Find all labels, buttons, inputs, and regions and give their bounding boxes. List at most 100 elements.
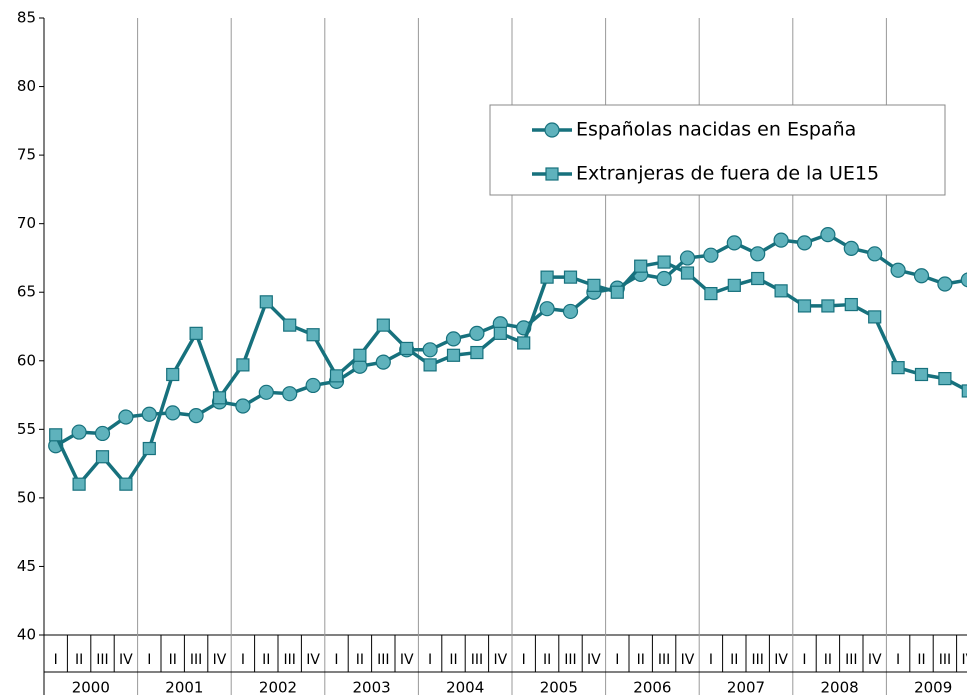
x-tick-label: II <box>169 652 177 668</box>
data-point <box>493 326 507 340</box>
data-point <box>680 266 695 280</box>
x-tick-label: III <box>752 652 764 668</box>
data-point <box>540 270 554 284</box>
data-point <box>773 232 789 248</box>
y-tick-label: 50 <box>17 488 36 506</box>
data-point <box>118 409 134 425</box>
x-tick-label: II <box>917 652 925 668</box>
y-tick-label: 45 <box>17 557 36 575</box>
data-point <box>166 367 180 382</box>
data-point <box>282 386 298 402</box>
x-tick-label: IV <box>306 652 320 668</box>
x-tick-label: I <box>54 652 58 668</box>
data-point <box>258 384 274 400</box>
x-tick-label: IV <box>400 652 414 668</box>
data-point <box>634 259 648 273</box>
data-point <box>868 310 882 324</box>
year-label: 2008 <box>821 679 859 695</box>
data-point <box>937 276 953 292</box>
y-tick-label: 70 <box>17 214 36 232</box>
data-point <box>914 367 929 382</box>
data-point <box>72 477 86 491</box>
x-tick-label: I <box>896 652 900 668</box>
data-point <box>727 278 741 292</box>
data-point <box>445 331 462 347</box>
data-point <box>141 406 157 422</box>
data-point <box>844 297 858 312</box>
data-point <box>235 398 251 414</box>
x-tick-label: I <box>241 652 245 668</box>
data-point <box>820 227 836 243</box>
data-point <box>469 325 485 341</box>
x-tick-label: II <box>824 652 832 668</box>
data-point <box>353 348 367 362</box>
data-point <box>797 299 812 313</box>
x-tick-label: II <box>356 652 364 668</box>
legend-marker <box>544 122 560 138</box>
y-tick-label: 80 <box>17 77 36 95</box>
year-label: 2006 <box>633 679 671 695</box>
series-line <box>54 260 967 486</box>
data-point <box>726 235 742 251</box>
data-point <box>283 318 297 332</box>
data-point <box>890 262 906 278</box>
x-tick-label: IV <box>119 652 133 668</box>
x-tick-label: II <box>75 652 83 668</box>
y-tick-label: 40 <box>17 626 36 644</box>
x-tick-label: I <box>334 652 338 668</box>
data-point <box>562 303 579 320</box>
data-point <box>94 425 111 442</box>
data-point <box>422 342 438 358</box>
data-point <box>703 247 719 263</box>
data-point <box>400 341 414 356</box>
y-tick-label: 75 <box>17 146 36 164</box>
x-tick-label: II <box>543 652 551 668</box>
year-label: 2005 <box>540 679 578 695</box>
x-tick-label: I <box>147 652 151 668</box>
data-point <box>446 348 461 362</box>
x-tick-label: IV <box>681 652 695 668</box>
data-point <box>891 361 905 375</box>
data-point <box>376 318 390 332</box>
data-point <box>95 450 110 464</box>
x-tick-label: III <box>658 652 670 668</box>
x-tick-label: II <box>730 652 738 668</box>
data-point <box>71 424 87 440</box>
data-point <box>423 358 437 372</box>
x-tick-label: I <box>428 652 432 668</box>
year-label: 2003 <box>353 679 391 695</box>
data-point <box>657 255 671 269</box>
series-line <box>54 232 967 448</box>
data-point <box>259 295 273 309</box>
x-tick-label: II <box>449 652 457 668</box>
data-point <box>796 235 813 251</box>
data-point <box>517 336 531 350</box>
y-tick-label: 55 <box>17 420 36 438</box>
x-tick-label: IV <box>961 652 967 668</box>
data-point <box>610 285 624 299</box>
data-point <box>587 278 601 292</box>
x-tick-label: III <box>190 652 202 668</box>
x-tick-label: III <box>377 652 389 668</box>
data-point <box>375 354 391 370</box>
data-point <box>821 299 835 313</box>
year-label: 2007 <box>727 679 765 695</box>
data-point <box>751 271 765 286</box>
x-tick-label: IV <box>774 652 788 668</box>
data-point <box>165 405 181 421</box>
data-point <box>679 250 696 266</box>
legend-marker <box>545 167 559 181</box>
data-point <box>119 477 133 491</box>
data-point <box>539 301 555 317</box>
data-point <box>960 272 967 288</box>
data-point <box>189 326 203 340</box>
legend-label: Extranjeras de fuera de la UE15 <box>576 163 879 185</box>
x-tick-label: II <box>262 652 270 668</box>
data-point <box>236 358 250 372</box>
x-tick-label: I <box>709 652 713 668</box>
data-point <box>774 284 788 298</box>
data-point <box>329 369 344 383</box>
data-point <box>470 345 484 360</box>
x-tick-label: II <box>637 652 645 668</box>
